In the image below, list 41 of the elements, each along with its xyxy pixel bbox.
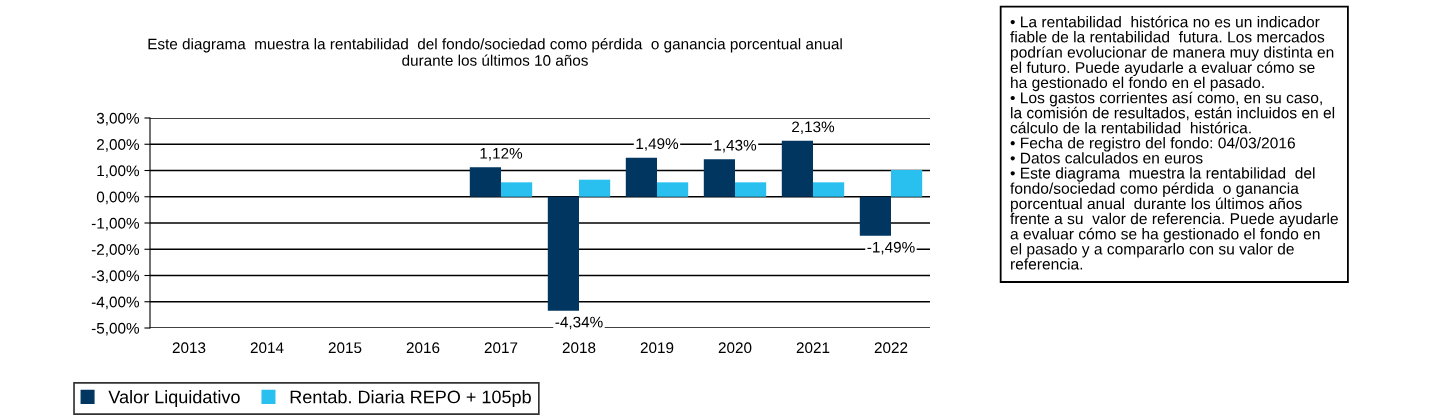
bar xyxy=(469,167,501,197)
y-tick-label: -2,00% xyxy=(91,244,140,257)
y-tick-label: -4,00% xyxy=(91,296,140,310)
x-tick-label: 2013 xyxy=(172,342,206,354)
x-tick-label: 2016 xyxy=(406,342,440,354)
y-tick-label: -5,00% xyxy=(91,322,140,336)
data-label: 1,43% xyxy=(714,139,757,153)
chart-title: Este diagrama muestra la rentabilidad del fondo/sociedad como pérdida o ganancia porcentual anual durante los últimos 10 años xyxy=(148,38,842,66)
bar xyxy=(813,182,845,197)
text: • La rentabilidad histórica no es un indicador fiable de la rentabilidad futura. Los mercados podrían evolucionar de manera muy distinta en el futuro. Puede ayudarle a evaluar cómo se ha gestionado el fondo en el pasado. • Los gastos corrientes así como, en su caso, la comisión de resultados, están incluidos en el cálculo de la rentabilidad histórica. • Fecha de registro del fondo: 04/03/2016 • Datos calculados en euros • Este diagrama muestra la rentabilidad del fondo/sociedad como pérdida o ganancia porcentual anual durante los últimos años frente a su valor de referencia. Puede ayudarle a evaluar cómo se ha gestionado el fondo en el pasado y a compararlo con su valor de referencia. xyxy=(1010,15,1338,270)
bar xyxy=(859,196,891,236)
x-tick-label: 2021 xyxy=(796,342,830,354)
y-tick-label: 1,00% xyxy=(97,165,140,178)
data-label: -1,49% xyxy=(867,241,915,255)
x-tick-label: 2015 xyxy=(328,342,362,354)
bar xyxy=(735,182,767,197)
bar xyxy=(501,182,533,197)
data-label: 1,49% xyxy=(636,138,679,151)
y-tick-label: 2,00% xyxy=(97,139,140,152)
x-tick-label: 2018 xyxy=(562,342,596,354)
data-label: 1,12% xyxy=(480,147,523,161)
x-tick-label: 2022 xyxy=(874,342,908,354)
y-tick-label: 0,00% xyxy=(96,191,140,205)
y-tick-label: 3,00% xyxy=(96,112,140,126)
bar xyxy=(657,182,689,197)
data-label: -4,34% xyxy=(555,316,603,330)
legend-label: Valor Liquidativo xyxy=(108,390,240,407)
bar xyxy=(781,140,813,197)
x-tick-label: 2019 xyxy=(640,342,674,354)
y-tick-label: -1,00% xyxy=(91,217,140,231)
bar xyxy=(547,196,579,311)
bar xyxy=(625,157,657,197)
bar xyxy=(891,169,923,197)
y-tick-label: -3,00% xyxy=(91,270,140,283)
legend-label: Rentab. Diaria REPO + 105pb xyxy=(290,390,531,407)
bar xyxy=(579,179,611,197)
bar xyxy=(703,159,735,197)
data-label: 2,13% xyxy=(792,121,835,135)
x-tick-label: 2020 xyxy=(718,342,752,354)
x-tick-label: 2017 xyxy=(484,342,518,354)
x-tick-label: 2014 xyxy=(250,342,284,354)
